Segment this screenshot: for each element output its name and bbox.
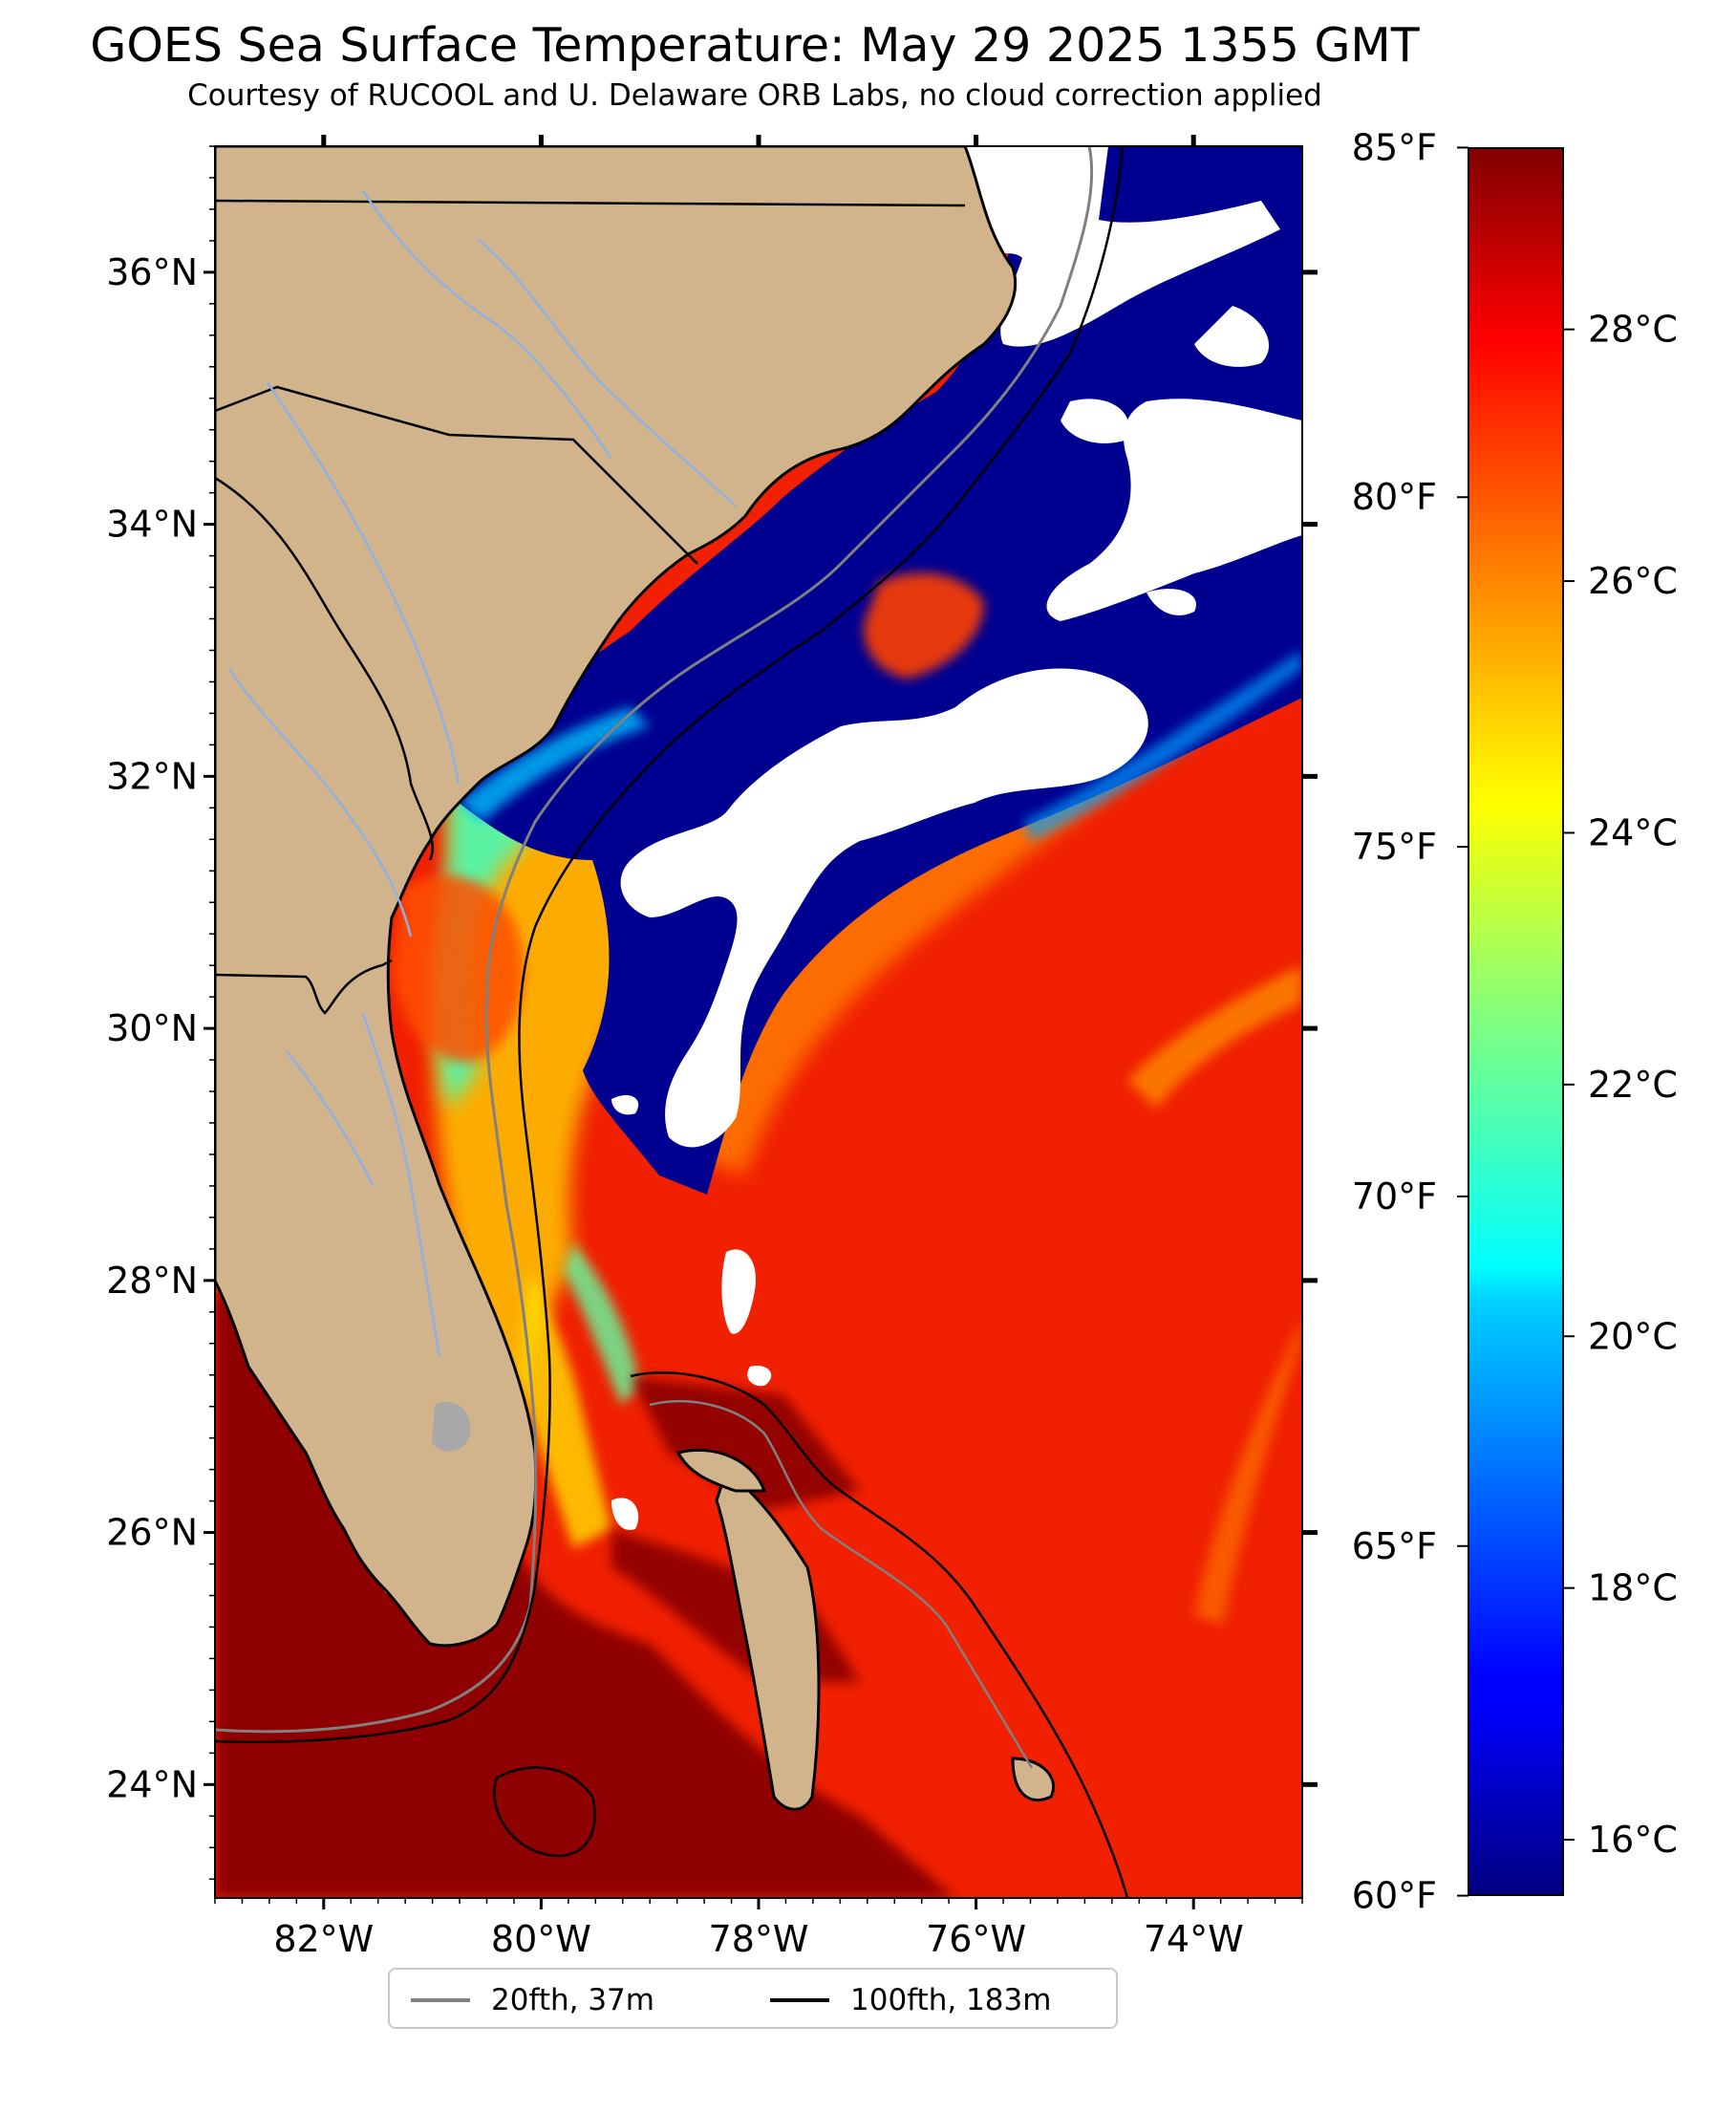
isobath-20fth: [215, 146, 1094, 1734]
fahrenheit-tick-label: 65°F: [1352, 1525, 1437, 1567]
legend-line-gray: [411, 1998, 470, 2002]
colorbar: 16°C 18°C 20°C 22°C 24°C 26°C 28°C 60°F 65°F 70°F…: [1352, 126, 1678, 1916]
map-title: GOES Sea Surface Temperature: May 29 202…: [90, 18, 1420, 73]
lat-tick-label: 32°N: [106, 755, 198, 797]
lon-tick-label: 74°W: [1144, 1918, 1244, 1960]
legend-line-black: [770, 1998, 829, 2002]
fahrenheit-tick-label: 75°F: [1352, 826, 1437, 868]
lon-tick-label: 82°W: [273, 1918, 374, 1960]
celsius-tick-label: 24°C: [1588, 811, 1678, 853]
map-area: [215, 146, 1302, 1898]
legend-item-20fth: 20fth, 37m: [411, 1983, 654, 2017]
celsius-tick-label: 16°C: [1588, 1819, 1678, 1861]
fahrenheit-tick-label: 60°F: [1352, 1875, 1437, 1917]
map-subtitle: Courtesy of RUCOOL and U. Delaware ORB L…: [187, 78, 1322, 113]
celsius-tick-label: 28°C: [1588, 309, 1678, 351]
isobath-bahamas-inner: [649, 1400, 1034, 1769]
fahrenheit-tick-label: 80°F: [1352, 476, 1437, 518]
land: [215, 146, 1018, 1648]
colorbar-gradient: [1468, 147, 1564, 1896]
celsius-tick-label: 26°C: [1588, 560, 1678, 602]
lat-tick-label: 28°N: [106, 1260, 198, 1302]
bahamas-islands: [675, 1448, 1055, 1811]
fahrenheit-tick-label: 85°F: [1352, 126, 1437, 168]
lon-tick-label: 80°W: [491, 1918, 591, 1960]
lat-tick-label: 34°N: [106, 504, 198, 546]
legend-label-20fth: 20fth, 37m: [491, 1983, 654, 2017]
sst-pattern: [215, 146, 1302, 1898]
lat-tick-label: 26°N: [106, 1512, 198, 1554]
lat-tick-label: 30°N: [106, 1007, 198, 1049]
lat-tick-label: 24°N: [106, 1763, 198, 1805]
legend-label-100fth: 100fth, 183m: [850, 1983, 1052, 2017]
rivers: [227, 190, 737, 1358]
fahrenheit-tick-label: 70°F: [1352, 1175, 1437, 1218]
lake-okeechobee: [432, 1401, 471, 1452]
celsius-tick-label: 18°C: [1588, 1567, 1678, 1609]
celsius-tick-label: 20°C: [1588, 1315, 1678, 1357]
state-borders: [215, 199, 966, 1015]
lat-tick-label: 36°N: [106, 251, 198, 293]
lon-tick-label: 78°W: [709, 1918, 809, 1960]
isobath-cay-sal: [493, 1766, 596, 1858]
isobath-100fth: [215, 146, 1125, 1744]
legend-item-100fth: 100fth, 183m: [770, 1983, 1051, 2017]
isobath-bahamas: [630, 1371, 1129, 1898]
map-axes: 82°W 80°W 78°W 76°W 74°W 24°N 26°N 28°N 30°N 32°N…: [106, 135, 1318, 1960]
celsius-tick-label: 22°C: [1588, 1064, 1678, 1106]
lon-tick-label: 76°W: [926, 1918, 1026, 1960]
isobath-legend: 20fth, 37m 100fth, 183m: [388, 1968, 1118, 2029]
